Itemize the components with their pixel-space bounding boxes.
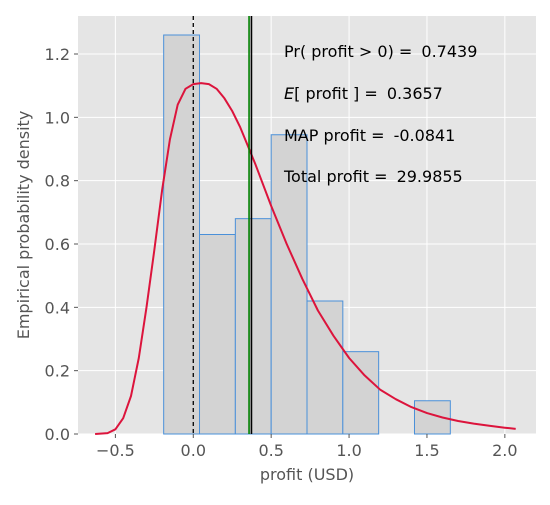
x-tick-label: 0.0 — [181, 441, 206, 460]
y-axis-label: Empirical probability density — [14, 111, 33, 340]
annotation-map-profit: MAP profit = -0.0841 — [284, 126, 455, 145]
x-tick-label: −0.5 — [96, 441, 135, 460]
histogram-bar-1 — [199, 234, 236, 435]
y-tick-label: 0.6 — [45, 235, 70, 254]
density-curve-layer — [95, 82, 516, 435]
annotation-total-profit: Total profit = 29.9855 — [283, 167, 463, 186]
histogram-bar-3 — [270, 134, 308, 435]
annotation-expected-profit: E[ profit ] = 0.3657 — [284, 84, 443, 103]
y-axis-ticks: 0.0 0.2 0.4 0.6 0.8 1.0 1.2 — [45, 45, 78, 444]
x-axis-ticks: −0.5 0.0 0.5 1.0 1.5 2.0 — [96, 434, 518, 460]
x-tick-label: 0.5 — [258, 441, 283, 460]
y-tick-label: 0.8 — [45, 172, 70, 191]
annotations: Pr( profit > 0) = 0.7439 E[ profit ] = 0… — [283, 42, 477, 186]
annotation-prob-positive: Pr( profit > 0) = 0.7439 — [284, 42, 477, 61]
x-tick-label: 2.0 — [492, 441, 517, 460]
x-tick-label: 1.5 — [414, 441, 439, 460]
x-axis-label: profit (USD) — [260, 465, 354, 484]
x-tick-label: 1.0 — [336, 441, 361, 460]
y-tick-label: 0.0 — [45, 425, 70, 444]
histogram-bar-2 — [234, 218, 272, 435]
histogram-bar-5 — [342, 351, 380, 435]
reference-lines — [192, 16, 253, 434]
y-tick-label: 0.4 — [45, 298, 70, 317]
y-tick-label: 0.2 — [45, 362, 70, 381]
y-tick-label: 1.0 — [45, 108, 70, 127]
density-curve — [95, 82, 516, 435]
y-tick-label: 1.2 — [45, 45, 70, 64]
